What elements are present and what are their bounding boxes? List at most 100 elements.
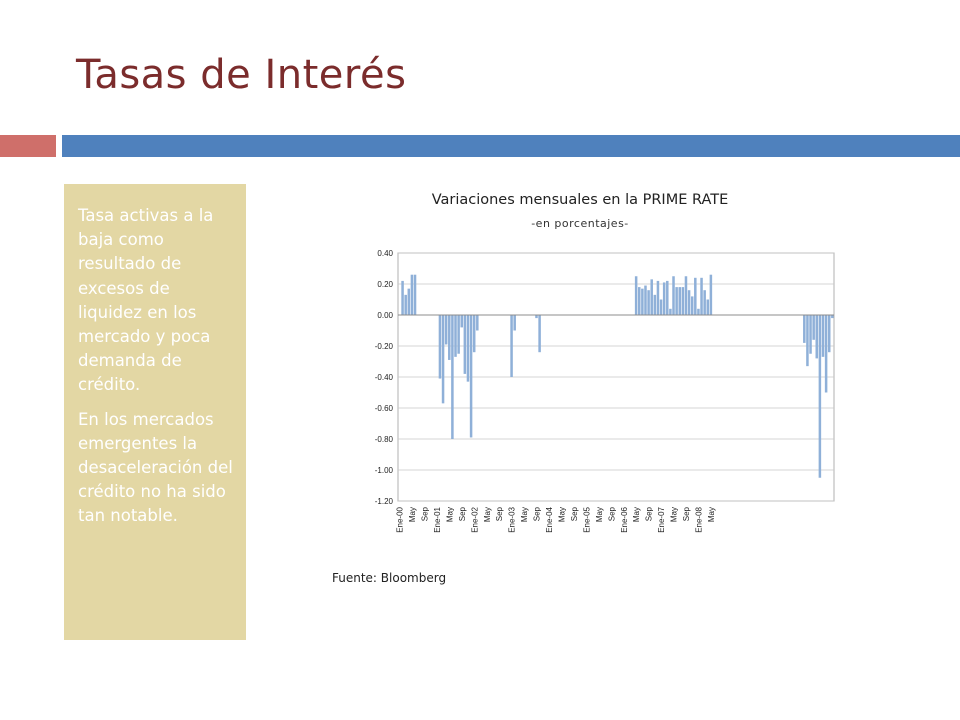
x-tick-label: Ene-04 bbox=[545, 506, 554, 532]
x-tick-label: Sep bbox=[495, 506, 504, 521]
bar bbox=[476, 315, 479, 331]
bar bbox=[647, 290, 650, 315]
x-tick-label: May bbox=[520, 507, 529, 522]
bar bbox=[466, 315, 470, 382]
bar bbox=[827, 315, 831, 353]
y-tick-label: -0.20 bbox=[375, 342, 394, 351]
bar bbox=[454, 315, 457, 357]
bar bbox=[690, 296, 694, 315]
y-tick-label: -0.60 bbox=[375, 404, 394, 413]
bar bbox=[469, 315, 473, 438]
bar bbox=[700, 277, 703, 315]
bar bbox=[812, 315, 815, 340]
bar bbox=[656, 280, 660, 315]
y-tick-label: 0.20 bbox=[377, 280, 393, 289]
x-tick-label: Sep bbox=[420, 506, 429, 521]
source-note: Fuente: Bloomberg bbox=[332, 571, 447, 585]
bar bbox=[463, 315, 467, 374]
x-tick-label: Sep bbox=[570, 506, 579, 521]
x-tick-label: Ene-03 bbox=[508, 506, 517, 532]
bar bbox=[709, 274, 713, 315]
bar bbox=[638, 287, 641, 315]
bar bbox=[404, 294, 407, 315]
bar bbox=[444, 315, 448, 345]
bar bbox=[821, 315, 825, 357]
bar bbox=[410, 274, 414, 315]
x-tick-label: Ene-05 bbox=[582, 506, 591, 532]
x-tick-label: May bbox=[483, 507, 492, 522]
x-tick-label: May bbox=[445, 507, 454, 522]
bar bbox=[672, 276, 675, 315]
bar bbox=[650, 279, 653, 315]
bar bbox=[831, 315, 834, 319]
bar bbox=[818, 315, 822, 478]
bar bbox=[510, 315, 513, 377]
bar bbox=[684, 276, 688, 315]
bar bbox=[535, 315, 538, 319]
paragraph-1: Tasa activas a la baja como resultado de… bbox=[78, 206, 214, 395]
x-tick-label: Ene-08 bbox=[695, 506, 704, 532]
bar bbox=[513, 315, 516, 331]
x-tick-label: Ene-07 bbox=[657, 506, 666, 532]
bar bbox=[457, 315, 460, 354]
accent-bar-blue bbox=[62, 135, 960, 157]
bar bbox=[407, 288, 411, 315]
x-tick-label: Sep bbox=[682, 506, 691, 521]
bar bbox=[706, 299, 710, 315]
y-tick-label: -1.00 bbox=[375, 466, 394, 475]
bar bbox=[806, 315, 809, 367]
slide-title: Tasas de Interés bbox=[76, 52, 407, 98]
bar bbox=[678, 287, 681, 315]
x-tick-label: Sep bbox=[645, 506, 654, 521]
side-panel: Tasa activas a la baja como resultado de… bbox=[64, 184, 246, 640]
bar bbox=[703, 290, 706, 315]
bar bbox=[669, 308, 672, 315]
bar bbox=[681, 287, 685, 315]
x-tick-label: May bbox=[707, 507, 716, 522]
x-tick-label: May bbox=[408, 507, 417, 522]
x-tick-label: May bbox=[632, 507, 641, 522]
bar bbox=[659, 299, 663, 315]
bar bbox=[448, 315, 451, 360]
bar bbox=[472, 315, 476, 353]
bar bbox=[687, 290, 691, 315]
x-tick-label: Ene-00 bbox=[396, 506, 405, 532]
x-tick-label: May bbox=[595, 507, 604, 522]
x-tick-label: Ene-06 bbox=[620, 506, 629, 532]
side-text: Tasa activas a la baja como resultado de… bbox=[78, 204, 236, 539]
y-tick-label: -0.80 bbox=[375, 435, 394, 444]
bar bbox=[809, 315, 812, 354]
y-tick-label: 0.00 bbox=[377, 311, 393, 320]
bar bbox=[697, 308, 700, 315]
bar bbox=[641, 288, 644, 315]
bar bbox=[694, 277, 697, 315]
bar bbox=[451, 315, 454, 439]
bar bbox=[666, 280, 669, 315]
x-tick-label: May bbox=[558, 507, 567, 522]
bar bbox=[413, 274, 417, 315]
bar bbox=[662, 282, 666, 315]
prime-rate-chart: -1.20 -1.00 -0.80 -0.60 -0.40 -0.20 0.00 0.20 0.… bbox=[375, 249, 835, 533]
x-tick-label: Sep bbox=[533, 506, 542, 521]
x-tick-label: Ene-01 bbox=[433, 506, 442, 532]
bar bbox=[460, 315, 463, 328]
bar bbox=[675, 287, 678, 315]
bar bbox=[803, 315, 806, 343]
bar bbox=[538, 315, 541, 353]
bar bbox=[441, 315, 445, 404]
x-tick-label: Sep bbox=[607, 506, 616, 521]
x-tick-label: Ene-02 bbox=[470, 506, 479, 532]
x-tick-label: May bbox=[670, 507, 679, 522]
accent-bar-red bbox=[0, 135, 56, 157]
bar bbox=[653, 294, 657, 315]
chart-title: Variaciones mensuales en la PRIME RATE bbox=[431, 192, 729, 208]
chart-subtitle: -en porcentajes- bbox=[531, 217, 629, 230]
bar bbox=[438, 315, 442, 379]
y-tick-label: -0.40 bbox=[375, 373, 394, 382]
bar bbox=[634, 276, 638, 315]
x-tick-label: Sep bbox=[458, 506, 467, 521]
bar bbox=[815, 315, 819, 359]
bar bbox=[824, 315, 828, 393]
y-tick-label: -1.20 bbox=[375, 497, 394, 506]
bar bbox=[401, 280, 404, 315]
